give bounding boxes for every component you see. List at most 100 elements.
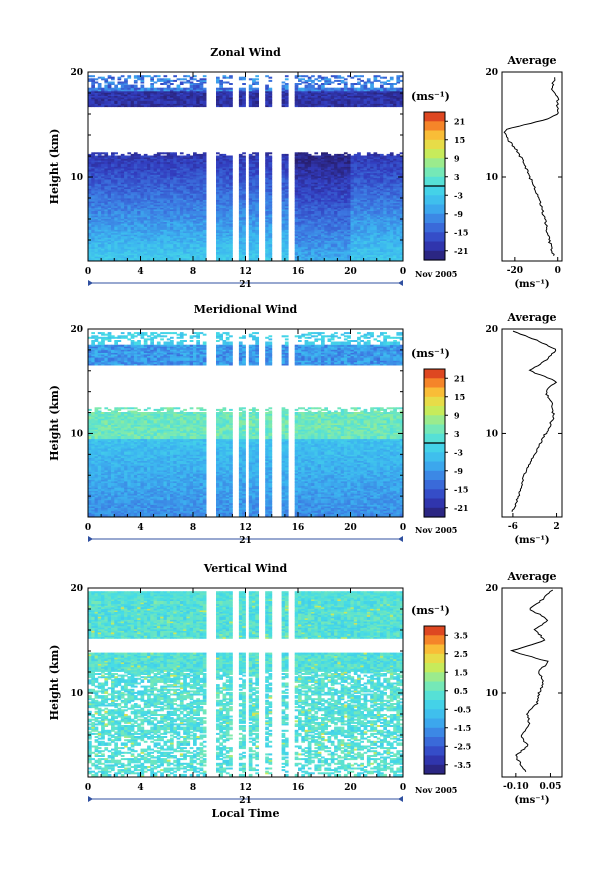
x-tick-label: 16 bbox=[292, 523, 305, 533]
x-tick-label: 16 bbox=[292, 267, 305, 277]
colorbar-segment bbox=[424, 112, 445, 122]
date-suffix: Nov 2005 bbox=[415, 525, 457, 535]
colorbar-segment bbox=[424, 718, 445, 729]
colorbar-tick-label: -9 bbox=[454, 466, 463, 476]
colorbar-tick-label: -15 bbox=[454, 484, 468, 494]
colorbar-unit: (ms⁻¹) bbox=[411, 347, 450, 360]
colorbar-segment bbox=[424, 378, 445, 389]
colorbar-tick-label: 1.5 bbox=[454, 667, 468, 677]
profile-y-tick-label: 20 bbox=[485, 584, 498, 594]
colorbar-tick-label: -0.5 bbox=[454, 704, 471, 714]
colorbar-tick-label: 21 bbox=[454, 373, 465, 383]
x-tick-label: 8 bbox=[190, 267, 196, 277]
colorbar-segment bbox=[424, 690, 445, 701]
panel-1: Zonal Wind 0 4 8 12 16 20 0 10 20 Height (km) 21 Nov… bbox=[48, 46, 563, 290]
y-tick-label: 20 bbox=[70, 325, 83, 335]
colorbar-segment bbox=[424, 764, 445, 775]
colorbar-segment bbox=[424, 158, 445, 169]
colorbar-segment bbox=[424, 507, 445, 518]
y-tick-label: 10 bbox=[70, 173, 83, 183]
colorbar-tick-label: 2.5 bbox=[454, 649, 468, 659]
colorbar-tick-label: 21 bbox=[454, 116, 465, 126]
profile-y-tick-label: 10 bbox=[485, 689, 498, 699]
x-axis-label: Local Time bbox=[212, 807, 280, 820]
x-tick-label: 12 bbox=[239, 267, 252, 277]
colorbar-tick-label: -3 bbox=[454, 447, 463, 457]
panel-2: Meridional Wind 0 4 8 12 16 20 0 10 20 Height (km)… bbox=[48, 303, 563, 546]
colorbar-segment bbox=[424, 653, 445, 664]
x-tick-label: 4 bbox=[137, 783, 143, 793]
date-suffix: Nov 2005 bbox=[415, 785, 457, 795]
profile-x-tick-label: 0.05 bbox=[540, 782, 562, 792]
colorbar-tick-label: 15 bbox=[454, 135, 465, 145]
x-tick-label: 4 bbox=[137, 267, 143, 277]
colorbar-segment bbox=[424, 672, 445, 683]
x-tick-label: 8 bbox=[190, 523, 196, 533]
colorbar-segment bbox=[424, 424, 445, 435]
x-tick-label: 12 bbox=[239, 783, 252, 793]
colorbar-segment bbox=[424, 250, 445, 261]
colorbar-segment bbox=[424, 663, 445, 673]
profile-y-tick-label: 10 bbox=[485, 429, 498, 439]
x-tick-label: 0 bbox=[85, 267, 91, 277]
profile-title: Average bbox=[506, 54, 556, 67]
profile-x-label: (ms⁻¹) bbox=[514, 795, 549, 806]
x-tick-label: 20 bbox=[344, 267, 357, 277]
profile-title: Average bbox=[506, 311, 556, 324]
x-tick-label: 0 bbox=[85, 783, 91, 793]
date-line-arrow bbox=[88, 536, 93, 542]
profile-x-label: (ms⁻¹) bbox=[514, 535, 549, 546]
profile-x-tick-label: 2 bbox=[553, 522, 559, 532]
colorbar-tick-label: 3 bbox=[454, 429, 460, 439]
x-tick-label: 0 bbox=[400, 783, 406, 793]
colorbar-segment bbox=[424, 415, 445, 426]
colorbar-tick-label: -3.5 bbox=[454, 760, 471, 770]
colorbar-segment bbox=[424, 498, 445, 509]
colorbar-segment bbox=[424, 213, 445, 224]
colorbar-unit: (ms⁻¹) bbox=[411, 604, 450, 617]
y-axis-label: Height (km) bbox=[48, 645, 61, 721]
colorbar-tick-label: -1.5 bbox=[454, 723, 471, 733]
date-line-arrow bbox=[398, 536, 403, 542]
x-tick-label: 20 bbox=[344, 783, 357, 793]
profile-x-label: (ms⁻¹) bbox=[514, 279, 549, 290]
x-tick-label: 0 bbox=[400, 267, 406, 277]
colorbar-segment bbox=[424, 746, 445, 757]
colorbar-segment bbox=[424, 461, 445, 472]
y-axis-label: Height (km) bbox=[48, 129, 61, 205]
colorbar-segment bbox=[424, 700, 445, 710]
colorbar-segment bbox=[424, 149, 445, 159]
colorbar-segment bbox=[424, 626, 445, 636]
date-suffix: Nov 2005 bbox=[415, 269, 457, 279]
profile-x-tick-label: -6 bbox=[508, 522, 518, 532]
date-label: 21 bbox=[239, 536, 252, 546]
panel-3: Vertical Wind 0 4 8 12 16 20 0 10 20 Height (km) 21… bbox=[48, 562, 563, 820]
date-line-arrow bbox=[398, 280, 403, 286]
profile-line bbox=[503, 77, 560, 256]
colorbar-segment bbox=[424, 489, 445, 500]
chart-title: Meridional Wind bbox=[194, 303, 298, 316]
colorbar-tick-label: 15 bbox=[454, 392, 465, 402]
colorbar-segment bbox=[424, 452, 445, 463]
colorbar-segment bbox=[424, 635, 445, 646]
profile-line bbox=[511, 330, 558, 512]
colorbar-segment bbox=[424, 737, 445, 747]
profile-y-tick-label: 10 bbox=[485, 173, 498, 183]
colorbar-segment bbox=[424, 121, 445, 132]
profile-x-tick-label: -20 bbox=[507, 266, 523, 276]
colorbar-segment bbox=[424, 443, 445, 453]
colorbar-segment bbox=[424, 433, 445, 444]
colorbar-segment bbox=[424, 387, 445, 398]
y-tick-label: 20 bbox=[70, 68, 83, 78]
profile-y-tick-label: 20 bbox=[485, 325, 498, 335]
colorbar-segment bbox=[424, 644, 445, 655]
x-tick-label: 16 bbox=[292, 783, 305, 793]
colorbar-segment bbox=[424, 232, 445, 243]
colorbar-segment bbox=[424, 167, 445, 178]
y-tick-label: 10 bbox=[70, 429, 83, 439]
colorbar-tick-label: -21 bbox=[454, 246, 468, 256]
profile-frame bbox=[501, 587, 563, 778]
colorbar-segment bbox=[424, 480, 445, 490]
colorbar-tick-label: 3 bbox=[454, 172, 460, 182]
